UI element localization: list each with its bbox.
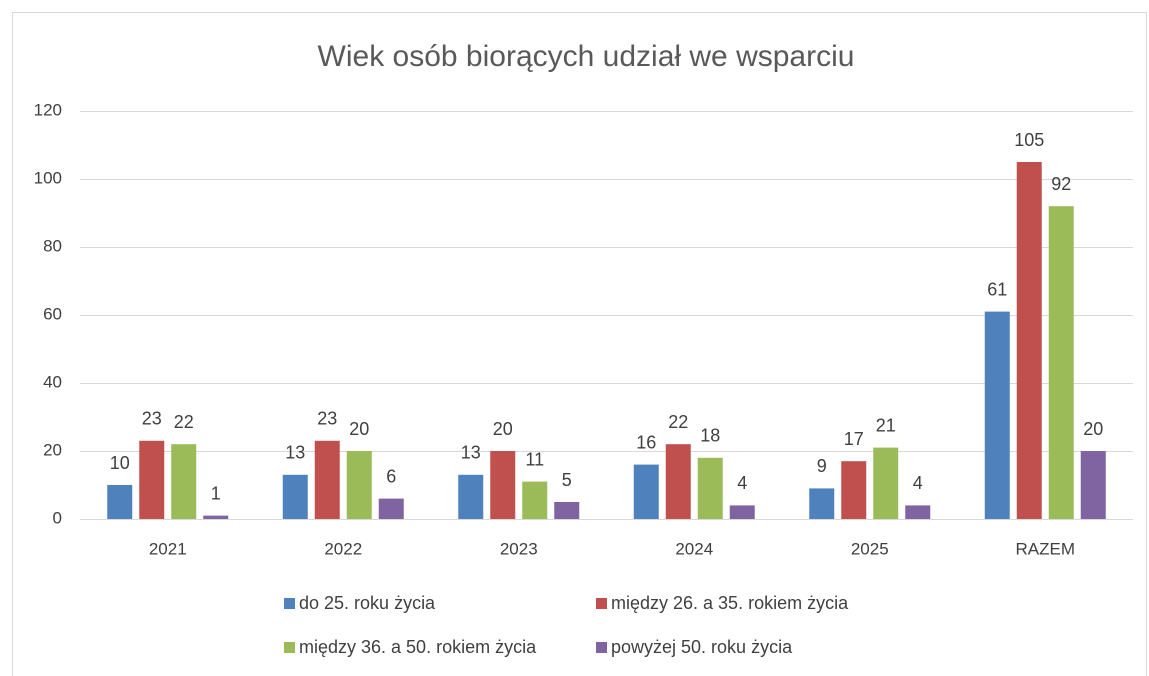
y-tick-label: 40 <box>43 372 62 391</box>
y-tick-label: 20 <box>43 440 62 459</box>
data-label: 23 <box>317 409 337 429</box>
bar <box>378 498 404 519</box>
data-label: 9 <box>817 456 827 476</box>
data-label: 61 <box>987 279 1007 299</box>
data-label: 4 <box>737 473 747 493</box>
bar <box>841 461 867 519</box>
chart-title: Wiek osób biorących udział we wsparciu <box>318 40 855 73</box>
data-label: 13 <box>461 443 481 463</box>
bar <box>171 444 197 519</box>
legend-swatch <box>596 598 607 609</box>
y-tick-label: 80 <box>43 236 62 255</box>
data-label: 92 <box>1051 174 1071 194</box>
data-label: 21 <box>876 415 896 435</box>
bar <box>314 440 340 519</box>
bar <box>729 505 755 519</box>
data-label: 17 <box>844 429 864 449</box>
data-label: 23 <box>142 409 162 429</box>
y-tick-label: 120 <box>34 100 62 119</box>
bar <box>554 502 580 519</box>
x-tick-label: 2023 <box>500 539 538 558</box>
bar <box>107 485 133 519</box>
data-label: 16 <box>636 432 656 452</box>
bar <box>139 440 165 519</box>
bar <box>697 457 723 519</box>
y-tick-label: 100 <box>34 168 62 187</box>
data-label: 5 <box>562 470 572 490</box>
bar <box>1048 206 1074 519</box>
legend-label: powyżej 50. roku życia <box>611 637 793 657</box>
legend-swatch <box>284 598 295 609</box>
y-tick-label: 0 <box>53 508 62 527</box>
data-label: 10 <box>110 453 130 473</box>
legend-swatch <box>284 642 295 653</box>
bar <box>665 444 691 519</box>
bar <box>633 464 659 519</box>
x-tick-label: 2025 <box>851 539 889 558</box>
legend-label: między 36. a 50. rokiem życia <box>299 637 537 657</box>
data-label: 6 <box>386 466 396 486</box>
data-label: 105 <box>1014 130 1044 150</box>
x-tick-label: 2022 <box>324 539 362 558</box>
bar <box>458 474 484 519</box>
bar <box>282 474 308 519</box>
y-tick-label: 60 <box>43 304 62 323</box>
bar <box>203 515 229 519</box>
bar <box>346 451 372 519</box>
chart-border <box>12 12 1147 676</box>
bar <box>905 505 931 519</box>
x-tick-label: 2024 <box>675 539 713 558</box>
data-label: 4 <box>913 473 923 493</box>
data-label: 18 <box>700 426 720 446</box>
legend-label: do 25. roku życia <box>299 593 436 613</box>
bar <box>873 447 899 519</box>
bar <box>490 451 516 519</box>
data-label: 20 <box>1083 419 1103 439</box>
x-tick-label: 2021 <box>149 539 187 558</box>
data-label: 22 <box>668 412 688 432</box>
bar <box>522 481 548 519</box>
data-label: 20 <box>349 419 369 439</box>
bar <box>1080 451 1106 519</box>
data-label: 11 <box>525 449 544 469</box>
bar <box>984 311 1010 519</box>
bar <box>1016 162 1042 519</box>
legend-swatch <box>596 642 607 653</box>
data-label: 13 <box>285 443 305 463</box>
data-label: 1 <box>211 483 221 503</box>
x-tick-label: RAZEM <box>1016 539 1076 558</box>
legend-label: między 26. a 35. rokiem życia <box>611 593 849 613</box>
data-label: 20 <box>493 419 513 439</box>
data-label: 22 <box>174 412 194 432</box>
bar <box>809 488 835 519</box>
